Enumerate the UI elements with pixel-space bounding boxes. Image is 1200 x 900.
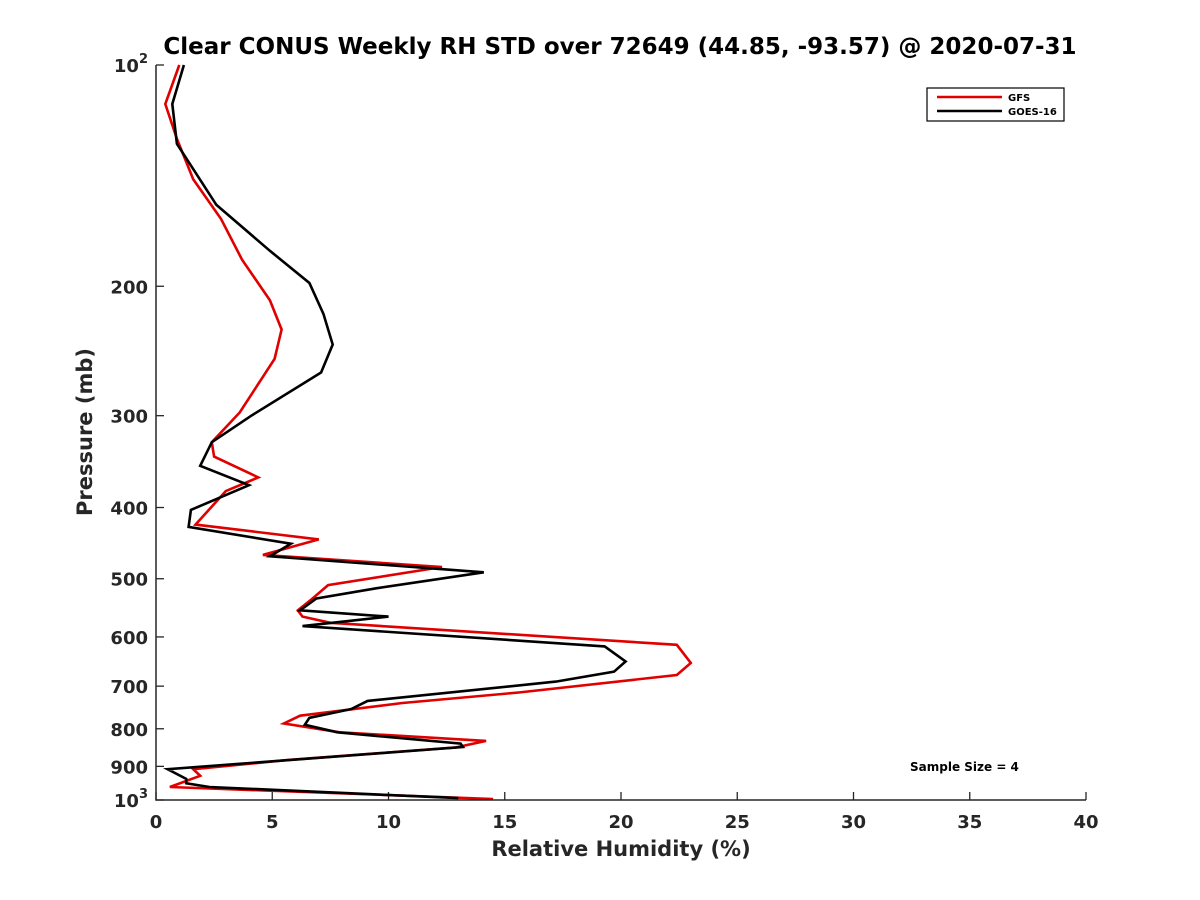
y-tick-label: 900 <box>110 757 148 778</box>
y-tick-label-base: 200 <box>110 277 148 298</box>
y-tick-label: 500 <box>110 570 148 591</box>
y-tick-label: 102 <box>114 52 148 77</box>
axes-box <box>155 65 1086 801</box>
y-tick-label-base: 500 <box>110 570 148 591</box>
x-tick-label: 20 <box>608 812 633 833</box>
y-tick-label-base: 300 <box>110 407 148 428</box>
y-tick-label: 200 <box>110 277 148 298</box>
y-tick-label: 400 <box>110 499 148 520</box>
x-tick-label: 0 <box>150 812 163 833</box>
y-tick-label: 600 <box>110 628 148 649</box>
y-tick-label-base: 10 <box>114 56 139 77</box>
y-tick-label: 800 <box>110 720 148 741</box>
y-tick-label-exponent: 3 <box>139 787 148 802</box>
sample-size-annotation: Sample Size = 4 <box>910 760 1019 774</box>
x-tick-label: 35 <box>957 812 982 833</box>
y-tick-label: 103 <box>114 787 148 812</box>
y-tick-label: 700 <box>110 677 148 698</box>
x-axis-label: Relative Humidity (%) <box>491 837 750 861</box>
x-tick-label: 25 <box>725 812 750 833</box>
y-tick-label-base: 700 <box>110 677 148 698</box>
x-tick-label: 10 <box>376 812 401 833</box>
legend-label-goes16: GOES-16 <box>1008 107 1057 118</box>
x-tick-label: 40 <box>1073 812 1098 833</box>
x-tick-label: 5 <box>266 812 279 833</box>
y-tick-label-base: 10 <box>114 791 139 812</box>
x-tick-label: 15 <box>492 812 517 833</box>
legend-label-gfs: GFS <box>1008 93 1030 104</box>
chart-title: Clear CONUS Weekly RH STD over 72649 (44… <box>163 34 1076 60</box>
series-lines <box>162 64 693 801</box>
legend-box <box>926 87 1065 122</box>
axis-ticks: 0 5 10 15 20 25 30 35 40102200300400500600700800… <box>110 52 1098 833</box>
y-tick-label-exponent: 2 <box>139 52 148 67</box>
x-tick-label: 30 <box>841 812 866 833</box>
y-axis-label: Pressure (mb) <box>73 348 97 516</box>
series-line-gfs <box>163 64 693 801</box>
y-tick-label: 300 <box>110 407 148 428</box>
y-tick-label-base: 400 <box>110 499 148 520</box>
series-line-goes-16 <box>162 64 628 800</box>
y-tick-label-base: 800 <box>110 720 148 741</box>
legend: GFS GOES-16 <box>926 87 1065 122</box>
y-tick-label-base: 600 <box>110 628 148 649</box>
y-tick-label-base: 900 <box>110 757 148 778</box>
